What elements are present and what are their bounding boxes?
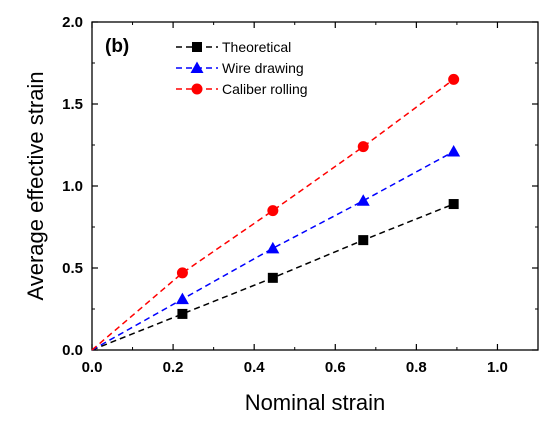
y-tick-label: 1.5 [62,96,83,113]
x-tick-label: 0.0 [82,359,103,376]
data-point-caliber-rolling [448,73,460,85]
data-point-theoretical [448,199,459,210]
data-point-theoretical [358,235,369,246]
legend-label-theoretical: Theoretical [222,39,291,55]
x-tick-label: 0.8 [406,359,427,376]
y-axis-title: Average effective strain [23,71,48,300]
x-tick-label: 0.6 [325,359,346,376]
data-point-caliber-rolling [176,267,188,279]
y-axis-ticks: 0.0 0.5 1.0 1.5 2.0 [62,14,538,359]
panel-label: (b) [105,36,129,57]
legend: Theoretical Wire drawing Caliber rolling [176,39,308,97]
data-point-theoretical [177,308,188,319]
y-tick-label: 1.0 [62,178,83,195]
legend-marker-theoretical [192,42,202,52]
data-point-caliber-rolling [267,205,279,217]
data-point-wire-drawing [356,194,370,206]
data-point-wire-drawing [266,241,280,254]
y-tick-label: 0.5 [62,260,83,277]
y-tick-label: 0.0 [62,342,83,359]
x-axis-ticks: 0.0 0.2 0.4 0.6 0.8 1.0 [82,22,508,376]
plot-frame [91,21,539,351]
data-point-caliber-rolling [357,141,369,153]
legend-marker-wire-drawing [190,61,204,73]
plot-border [91,21,539,351]
x-axis-title: Nominal strain [245,390,386,415]
x-tick-label: 0.4 [244,359,266,376]
series-layer [91,73,461,351]
data-point-wire-drawing [175,292,189,305]
y-tick-label: 2.0 [62,14,83,31]
x-tick-label: 1.0 [487,359,508,376]
data-point-wire-drawing [447,145,461,157]
legend-label-wire-drawing: Wire drawing [222,60,304,76]
data-point-theoretical [267,272,278,283]
series-line-wire-drawing [91,150,455,351]
legend-marker-caliber-rolling [191,83,203,95]
x-tick-label: 0.2 [163,359,184,376]
legend-label-caliber-rolling: Caliber rolling [222,81,308,97]
